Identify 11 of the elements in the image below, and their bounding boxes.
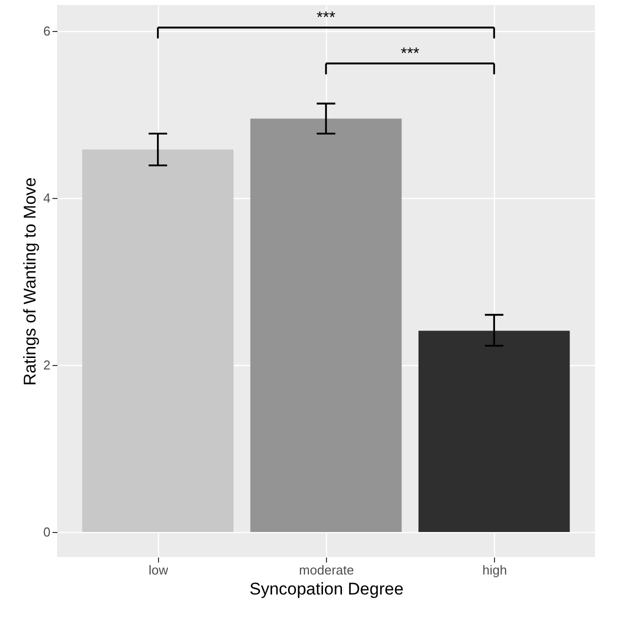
- y-axis-title: Ratings of Wanting to Move: [20, 177, 40, 386]
- y-tick-label: 0: [43, 524, 50, 540]
- annotation: ***: [400, 45, 420, 62]
- y-tick-label: 6: [43, 23, 50, 38]
- x-axis-title: Syncopation Degree: [249, 580, 404, 598]
- x-tick-label: low: [148, 562, 169, 578]
- x-tick-label: moderate: [299, 562, 354, 578]
- y-tick-label: 2: [43, 357, 50, 372]
- x-tick-label: high: [482, 562, 507, 578]
- y-tick-label: 4: [43, 190, 50, 206]
- annotation: ***: [316, 10, 336, 27]
